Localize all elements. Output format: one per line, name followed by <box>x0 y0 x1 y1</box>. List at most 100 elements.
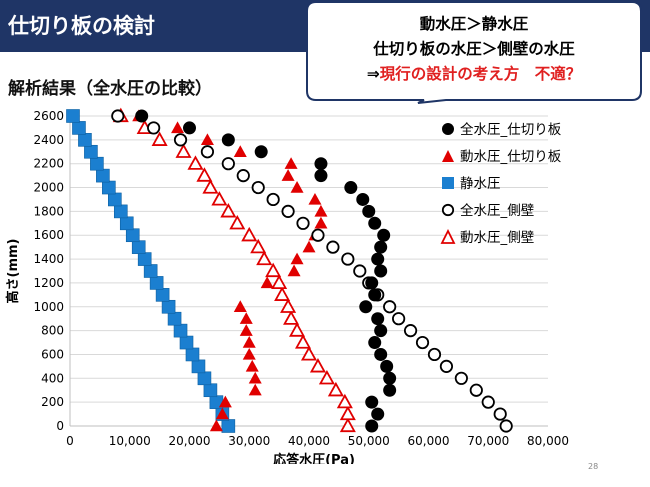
legend-item: 全水圧_仕切り板 <box>440 116 620 143</box>
data-point <box>151 131 168 146</box>
data-point <box>371 312 385 326</box>
data-point <box>245 359 259 372</box>
data-point <box>302 240 316 253</box>
data-point <box>374 264 388 278</box>
data-point <box>119 216 134 231</box>
data-point <box>336 393 353 409</box>
data-point <box>356 192 370 206</box>
data-point <box>280 298 297 313</box>
data-point <box>283 310 300 325</box>
y-tick-label: 2400 <box>33 133 64 147</box>
data-point <box>220 203 237 218</box>
data-point <box>371 252 385 266</box>
data-point <box>368 336 382 350</box>
legend-item: 静水圧 <box>440 170 620 197</box>
data-point <box>242 347 256 360</box>
data-point <box>374 324 388 338</box>
callout-conclusion: 現行の設計の考え方 不適？ <box>379 65 582 83</box>
data-point <box>314 169 328 183</box>
chart-legend: 全水圧_仕切り板 動水圧_仕切り板 静水圧 全水圧_側壁 動水圧_側壁 <box>440 116 620 251</box>
data-point <box>368 288 382 302</box>
data-point <box>260 276 274 289</box>
data-point <box>383 371 397 385</box>
data-point <box>287 264 301 277</box>
y-tick-label: 400 <box>41 371 64 385</box>
data-point <box>271 274 288 290</box>
legend-label: 動水圧_仕切り板 <box>460 149 562 165</box>
x-tick-label: 20,000 <box>169 434 211 448</box>
data-point <box>135 109 149 123</box>
y-tick-label: 1000 <box>33 300 64 314</box>
data-point <box>196 167 213 182</box>
data-point <box>383 300 397 314</box>
callout-bubble <box>306 1 642 104</box>
y-tick-label: 1200 <box>33 276 64 290</box>
data-point <box>266 192 280 207</box>
legend-symbol <box>441 203 455 217</box>
data-point <box>365 276 379 290</box>
legend-label: 全水圧_仕切り板 <box>460 122 562 138</box>
data-point <box>239 312 253 324</box>
y-tick-label: 800 <box>41 324 64 338</box>
legend-item: 動水圧_側壁 <box>440 224 620 251</box>
legend-symbol <box>442 177 454 189</box>
x-tick-label: 80,000 <box>527 434 569 448</box>
data-point <box>131 240 146 254</box>
legend-label: 静水圧 <box>460 176 501 192</box>
legend-marker <box>440 229 456 244</box>
data-point <box>78 133 92 147</box>
data-point <box>200 133 214 146</box>
data-point <box>66 109 80 123</box>
x-tick-label: 40,000 <box>288 434 330 448</box>
data-point <box>368 216 382 230</box>
data-point <box>339 417 356 433</box>
data-point <box>72 121 86 135</box>
callout-line-2: 仕切り板の水圧＞側壁の水圧 <box>373 40 575 58</box>
data-point <box>300 346 318 361</box>
data-point <box>221 157 235 171</box>
data-point <box>374 240 388 254</box>
x-tick-label: 60,000 <box>408 434 450 448</box>
data-point <box>200 145 215 159</box>
x-tick-label: 70,000 <box>467 434 509 448</box>
data-point <box>248 383 262 396</box>
data-point <box>254 145 268 159</box>
data-point <box>281 169 295 181</box>
data-point <box>143 264 158 278</box>
y-tick-label: 1800 <box>33 204 64 218</box>
data-point <box>344 181 358 195</box>
data-point <box>365 395 379 409</box>
data-point <box>371 407 385 421</box>
data-point <box>281 204 295 218</box>
data-point <box>314 216 328 229</box>
data-point <box>289 322 306 337</box>
data-point <box>493 407 507 421</box>
data-point <box>274 286 291 301</box>
data-point <box>125 228 140 243</box>
data-point <box>314 157 328 171</box>
y-tick-label: 1600 <box>33 228 64 242</box>
data-point <box>251 180 265 195</box>
data-point <box>229 214 246 230</box>
x-axis-title: 応答水圧(Pa) <box>273 452 355 464</box>
data-point <box>341 252 355 266</box>
data-point <box>308 192 322 205</box>
data-point <box>241 226 258 242</box>
legend-marker <box>442 123 454 135</box>
data-point <box>161 299 176 314</box>
data-point <box>111 109 125 123</box>
callout-text: 動水圧＞静水圧 仕切り板の水圧＞側壁の水圧 ⇒現行の設計の考え方 不適？ <box>306 12 642 87</box>
data-point <box>102 180 116 195</box>
data-point <box>221 419 236 433</box>
data-point <box>380 359 394 373</box>
x-tick-label: 0 <box>66 434 74 448</box>
data-point <box>353 264 367 278</box>
data-point <box>290 252 304 265</box>
data-point <box>179 335 194 350</box>
callout-line-1: 動水圧＞静水圧 <box>419 15 529 33</box>
data-point <box>233 145 247 157</box>
data-point <box>383 383 397 397</box>
x-tick-label: 50,000 <box>348 434 390 448</box>
data-point <box>203 383 218 398</box>
data-point <box>187 155 204 170</box>
